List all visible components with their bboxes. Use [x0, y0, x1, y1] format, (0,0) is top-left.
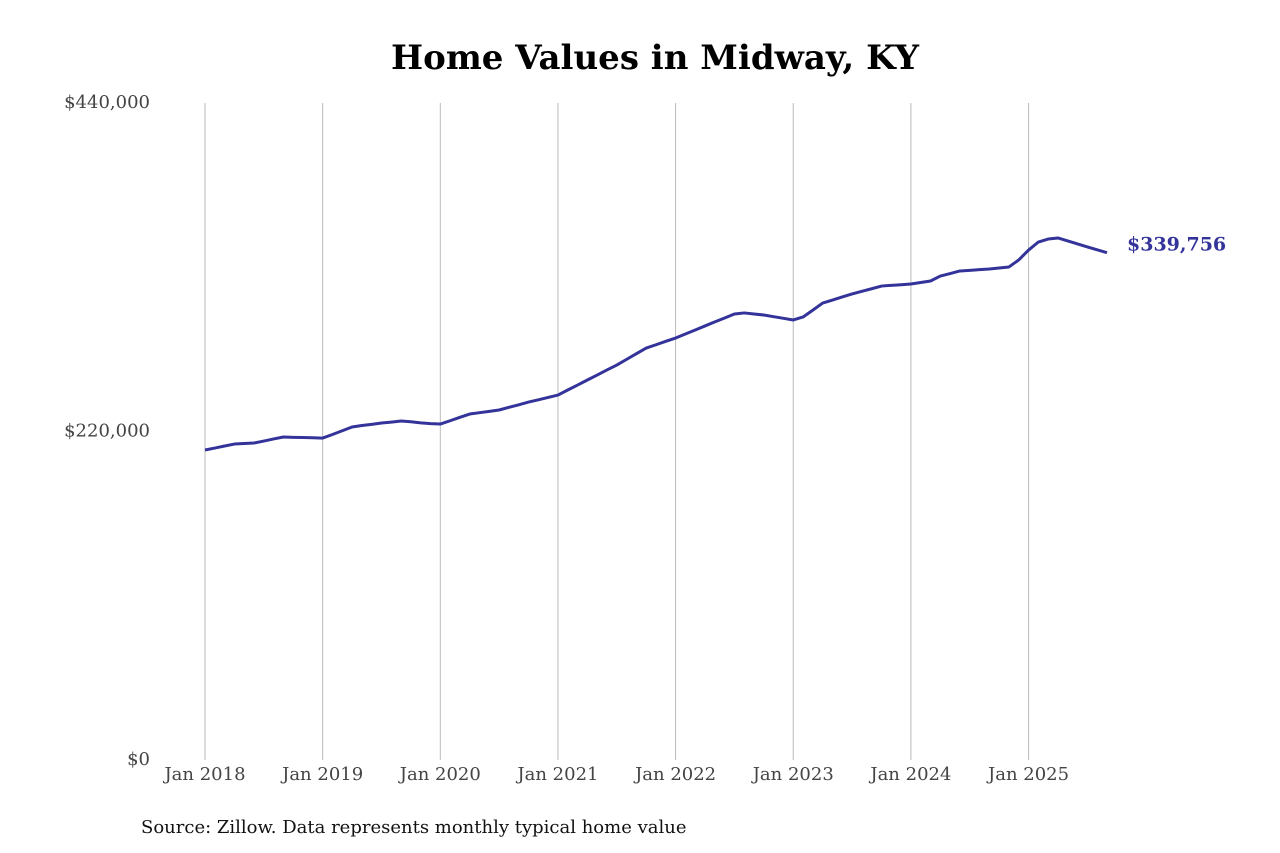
x-tick-label: Jan 2019 [280, 764, 363, 785]
y-tick-label: $0 [127, 749, 150, 770]
x-tick-label: Jan 2021 [515, 764, 598, 785]
x-tick-label: Jan 2020 [398, 764, 481, 785]
source-note: Source: Zillow. Data represents monthly … [141, 817, 687, 838]
x-tick-label: Jan 2022 [633, 764, 716, 785]
x-tick-label: Jan 2018 [162, 764, 245, 785]
x-tick-label: Jan 2024 [868, 764, 951, 785]
x-tick-label: Jan 2023 [751, 764, 834, 785]
y-tick-label: $440,000 [64, 92, 150, 113]
y-tick-label: $220,000 [64, 421, 150, 442]
end-value-label: $339,756 [1127, 234, 1226, 256]
x-tick-label: Jan 2025 [986, 764, 1069, 785]
chart-title: Home Values in Midway, KY [391, 38, 920, 78]
line [204, 236, 1108, 452]
